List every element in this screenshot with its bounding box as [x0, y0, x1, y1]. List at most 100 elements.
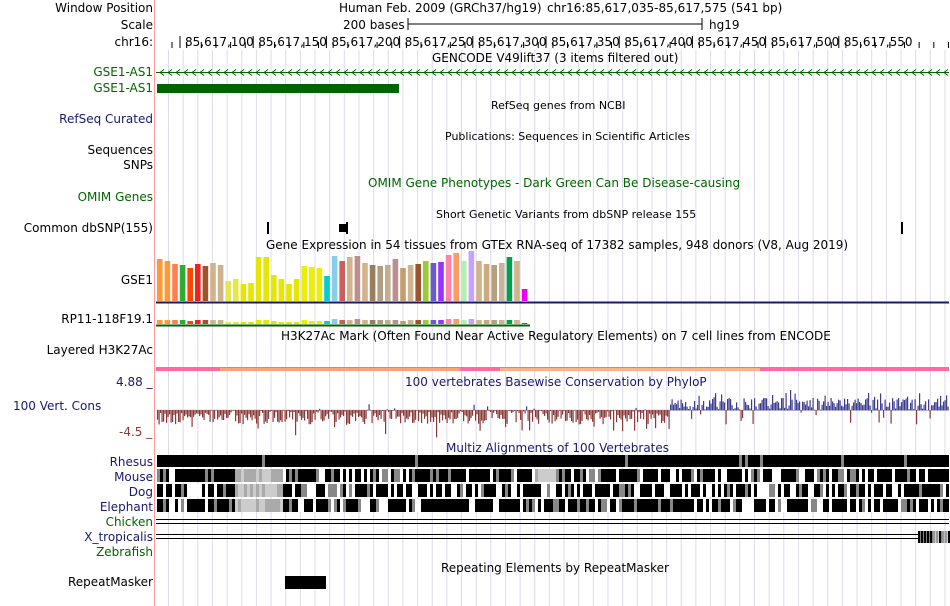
phylop-score	[485, 410, 487, 421]
phylop-track-label[interactable]: 100 Vert. Cons	[13, 399, 102, 413]
multiz-track-title[interactable]: Multiz Alignments of 100 Vertebrates	[446, 441, 670, 455]
gtex-tissue-bar-small	[476, 320, 482, 324]
omim-track-label[interactable]: OMIM Genes	[77, 190, 153, 204]
phylop-score	[821, 404, 823, 411]
multiz-alignment-block	[529, 469, 532, 482]
phylop-score	[908, 409, 910, 411]
gencode-track-title[interactable]: GENCODE V49lift37 (3 items filtered out)	[432, 51, 679, 65]
gtex-tissue-bar-small	[240, 322, 247, 324]
snps-label[interactable]: SNPs	[123, 158, 153, 172]
phylop-score	[164, 410, 166, 414]
gtex-tissue-bar	[240, 284, 247, 301]
multiz-alignment-block	[580, 499, 583, 512]
publications-track-label[interactable]: Sequences	[87, 143, 153, 157]
multiz-alignment-block	[505, 499, 508, 512]
dbsnp-track-label[interactable]: Common dbSNP(155)	[23, 221, 153, 235]
multiz-alignment-block	[736, 499, 739, 512]
gtex-tissue-bar-small	[309, 321, 315, 324]
species-label-chicken[interactable]: Chicken	[105, 515, 153, 529]
multiz-alignment-block	[217, 469, 220, 482]
gtex-tissue-bar-small	[415, 320, 421, 324]
multiz-alignment-block	[933, 531, 936, 543]
multiz-alignment-block	[613, 469, 616, 482]
multiz-alignment-block	[430, 469, 433, 482]
refseq-track-title[interactable]: RefSeq genes from NCBI	[491, 99, 626, 112]
phylop-score	[377, 410, 379, 421]
gtex-tissue-bar-small	[491, 320, 497, 324]
multiz-alignment-block	[406, 455, 409, 467]
multiz-alignment-block	[847, 469, 850, 482]
dbsnp-track-title[interactable]: Short Genetic Variants from dbSNP releas…	[436, 208, 697, 221]
h3k27ac-track-label[interactable]: Layered H3K27Ac	[46, 343, 153, 357]
multiz-alignment-block	[295, 499, 298, 512]
phylop-score	[544, 410, 546, 416]
phylop-track-title[interactable]: 100 vertebrates Basewise Conservation by…	[405, 375, 707, 389]
phylop-score	[332, 410, 334, 415]
publications-track-title[interactable]: Publications: Sequences in Scientific Ar…	[445, 130, 690, 143]
phylop-score	[866, 398, 868, 411]
multiz-alignment-block	[238, 469, 241, 482]
phylop-score	[688, 409, 690, 411]
multiz-alignment-block	[541, 469, 544, 482]
gtex-gene-label-gse1[interactable]: GSE1	[120, 273, 153, 287]
phylop-score	[206, 410, 208, 414]
gencode-item-label-2[interactable]: GSE1-AS1	[93, 81, 153, 95]
gtex-tissue-bar	[468, 251, 475, 301]
species-label-xtropicalis[interactable]: X_tropicalis	[84, 530, 153, 544]
multiz-alignment-block	[517, 469, 520, 482]
species-label-dog[interactable]: Dog	[128, 485, 153, 499]
omim-track-title[interactable]: OMIM Gene Phenotypes - Dark Green Can Be…	[368, 176, 741, 190]
multiz-alignment-block	[352, 484, 355, 497]
gencode-strand-arrow	[471, 69, 477, 76]
h3k27ac-track-title[interactable]: H3K27Ac Mark (Often Found Near Active Re…	[281, 329, 831, 343]
species-label-zebrafish[interactable]: Zebrafish	[96, 545, 153, 559]
refseq-track-label[interactable]: RefSeq Curated	[59, 112, 153, 126]
gencode-item-label-1[interactable]: GSE1-AS1	[93, 65, 153, 79]
multiz-alignment-block	[628, 499, 631, 512]
phylop-score	[775, 402, 777, 411]
multiz-alignment-block	[571, 499, 574, 512]
repeatmasker-track-label[interactable]: RepeatMasker	[67, 575, 153, 589]
multiz-alignment-block	[235, 484, 238, 497]
species-label-elephant[interactable]: Elephant	[99, 500, 153, 514]
gencode-strand-arrow	[535, 69, 541, 76]
multiz-alignment-block	[538, 469, 541, 482]
phylop-score	[427, 410, 429, 424]
species-label-rhesus[interactable]: Rhesus	[109, 455, 153, 469]
multiz-alignment-block	[940, 455, 943, 467]
multiz-alignment-block	[625, 469, 628, 482]
multiz-alignment-block	[580, 469, 583, 482]
multiz-alignment-block	[436, 484, 439, 497]
multiz-alignment-block	[184, 499, 187, 512]
multiz-alignment-block	[178, 469, 181, 482]
gencode-strand-arrow	[207, 69, 213, 76]
gencode-strand-arrow	[391, 69, 397, 76]
phylop-score	[488, 410, 490, 412]
multiz-alignment-block	[847, 499, 850, 512]
gtex-track-title[interactable]: Gene Expression in 54 tissues from GTEx …	[266, 238, 849, 252]
multiz-alignment-block	[721, 499, 724, 512]
phylop-score	[889, 402, 891, 411]
multiz-alignment-block	[403, 469, 406, 482]
gencode-strand-arrow	[623, 69, 629, 76]
phylop-score	[886, 406, 888, 411]
multiz-alignment-block	[244, 469, 247, 482]
phylop-score	[202, 410, 204, 418]
gencode-strand-arrow	[159, 69, 165, 76]
multiz-alignment-block	[337, 484, 340, 497]
gtex-gene-label-rp11[interactable]: RP11-118F19.1	[61, 312, 153, 326]
gencode-strand-arrow	[679, 69, 685, 76]
phylop-score	[751, 399, 753, 411]
phylop-score	[298, 410, 300, 414]
species-label-mouse[interactable]: Mouse	[114, 470, 153, 484]
multiz-alignment-block	[931, 499, 934, 512]
multiz-alignment-block	[841, 499, 844, 512]
multiz-alignment-block	[445, 455, 448, 467]
multiz-alignment-block	[919, 455, 922, 467]
gencode-strand-arrow	[479, 69, 485, 76]
repeatmasker-track-title[interactable]: Repeating Elements by RepeatMasker	[441, 561, 669, 575]
phylop-score	[548, 410, 550, 423]
phylop-score	[311, 410, 313, 423]
multiz-alignment-block	[298, 499, 301, 512]
